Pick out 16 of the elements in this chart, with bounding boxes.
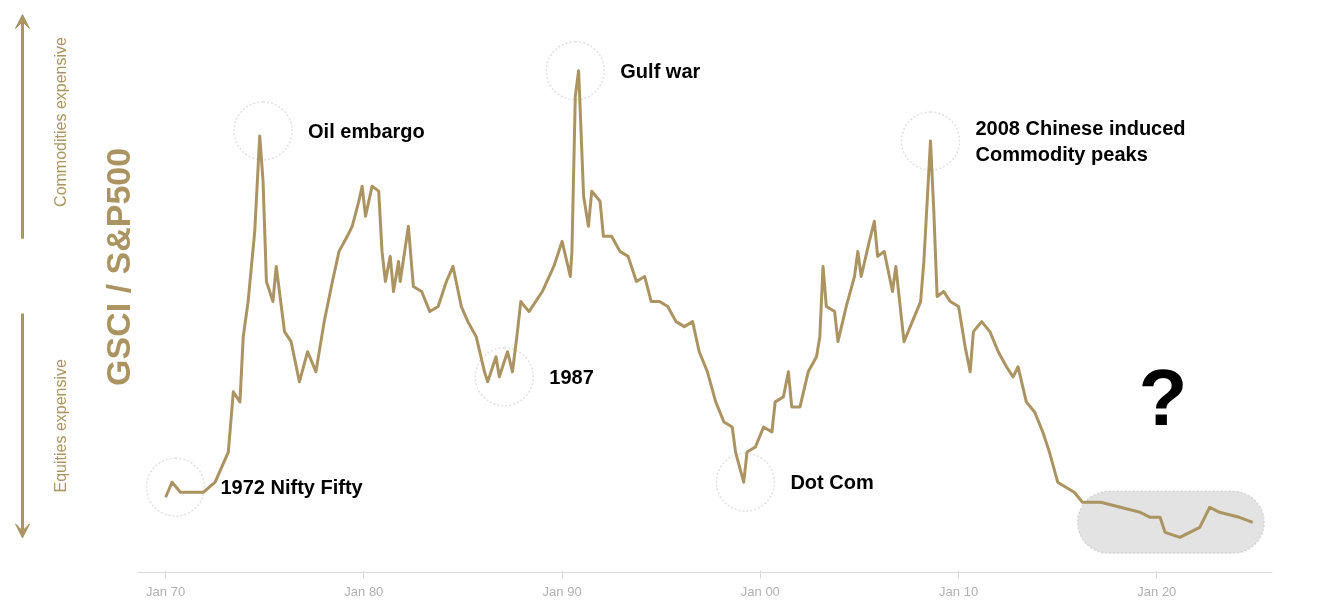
annotation: Dot Com <box>790 471 874 494</box>
annotation: Oil embargo <box>308 119 425 142</box>
x-tick-label: Jan 20 <box>1137 583 1177 599</box>
x-tick-label: Jan 00 <box>740 583 780 599</box>
annotation: 1987 <box>549 365 594 388</box>
x-tick-label: Jan 70 <box>146 583 186 599</box>
text: Commodities expensive <box>52 36 69 207</box>
annotation: 2008 Chinese induced Commodity peaks <box>975 116 1186 166</box>
x-tick-label: Jan 90 <box>542 583 582 599</box>
annotation: Gulf war <box>620 59 701 82</box>
y-axis-title: GSCI / S&P500 <box>98 147 137 386</box>
band-label: ? <box>1138 353 1188 443</box>
x-tick-label: Jan 80 <box>344 583 384 599</box>
x-tick-label: Jan 10 <box>939 583 979 599</box>
annotation: 1972 Nifty Fifty <box>220 476 364 499</box>
text: Equities expensive <box>52 358 69 493</box>
